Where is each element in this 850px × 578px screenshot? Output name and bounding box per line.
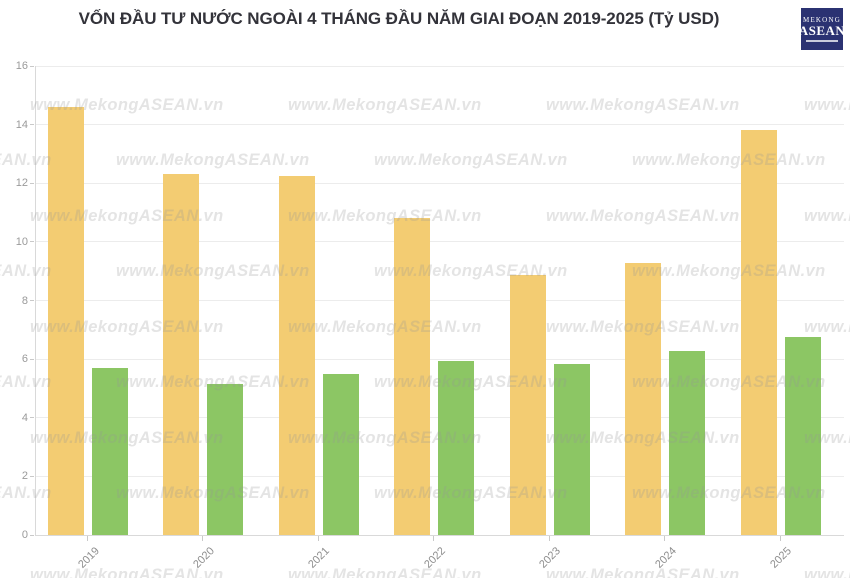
x-axis-label-2024: 2024: [652, 545, 679, 571]
gridline-y-12: [36, 182, 844, 184]
bar-2024-green: [669, 350, 706, 535]
y-axis-label-16: 16: [15, 60, 28, 72]
bar-2022-yellow: [394, 218, 431, 535]
y-axis-label-6: 6: [21, 353, 28, 366]
x-axis-tick-2025: [779, 536, 781, 541]
y-axis-label-12: 12: [15, 177, 28, 190]
x-axis-label-2021: 2021: [306, 545, 333, 571]
bar-2019-green: [92, 367, 128, 535]
bar-2021-green: [322, 373, 359, 535]
bar-2020-green: [207, 384, 244, 535]
mekong-asean-logo: MEKONG ASEAN: [798, 8, 846, 50]
x-axis-label-2022: 2022: [421, 545, 448, 571]
gridline-y-8: [36, 300, 844, 301]
title-row: VỐN ĐẦU TƯ NƯỚC NGOÀI 4 THÁNG ĐẦU NĂM GI…: [0, 9, 850, 29]
y-axis-tick-8: [30, 300, 34, 301]
y-axis-label-4: 4: [21, 411, 28, 424]
logo-text-mekong: MEKONG: [803, 16, 841, 24]
x-axis-tick-2021: [317, 536, 319, 541]
x-axis-tick-2024: [664, 536, 666, 541]
gridline-y-6: [36, 358, 844, 360]
y-axis-tick-2: [30, 475, 34, 477]
x-axis-label-2023: 2023: [537, 545, 564, 571]
bar-2020-yellow: [163, 173, 200, 535]
bar-2019-yellow: [48, 107, 84, 535]
gridline-y-10: [36, 241, 844, 243]
logo-tagline-rule: [806, 40, 838, 42]
x-axis-label-2020: 2020: [191, 545, 217, 571]
y-axis-tick-10: [30, 241, 34, 243]
bar-2023-yellow: [509, 274, 546, 535]
bar-2022-green: [438, 361, 475, 535]
bar-2025-yellow: [740, 129, 777, 535]
y-axis-tick-12: [30, 182, 34, 184]
x-axis-tick-2020: [202, 536, 204, 541]
bar-2023-green: [553, 363, 590, 535]
y-axis-tick-4: [30, 417, 34, 419]
y-axis-tick-16: [30, 65, 34, 67]
y-axis-tick-6: [30, 358, 34, 360]
y-axis-tick-14: [30, 124, 34, 126]
y-axis-label-2: 2: [21, 470, 28, 483]
x-axis-label-2025: 2025: [768, 545, 795, 571]
bar-2025-green: [784, 337, 821, 535]
y-axis-tick-0: [30, 534, 34, 536]
logo-text-asean: ASEAN: [798, 23, 846, 38]
gridline-y-16: [36, 65, 844, 67]
chart-title: VỐN ĐẦU TƯ NƯỚC NGOÀI 4 THÁNG ĐẦU NĂM GI…: [78, 9, 720, 28]
bar-2024-yellow: [625, 263, 662, 535]
watermark-text: www.MekongASEAN.vn: [804, 566, 850, 578]
y-axis-label-14: 14: [15, 118, 28, 131]
x-axis-tick-2019: [87, 536, 88, 541]
watermark-text: www.MekongASEAN.vn: [30, 566, 224, 578]
plot-area: [35, 65, 844, 536]
bar-2021-yellow: [278, 175, 315, 535]
y-axis-label-8: 8: [21, 294, 28, 307]
x-axis-label-2019: 2019: [75, 545, 102, 571]
y-axis-label-10: 10: [15, 235, 28, 248]
watermark-text: www.MekongASEAN.vn: [546, 566, 740, 578]
x-axis-tick-2022: [433, 536, 435, 541]
y-axis-label-0: 0: [21, 529, 28, 541]
gridline-y-14: [36, 124, 844, 126]
x-axis-tick-2023: [548, 536, 550, 541]
